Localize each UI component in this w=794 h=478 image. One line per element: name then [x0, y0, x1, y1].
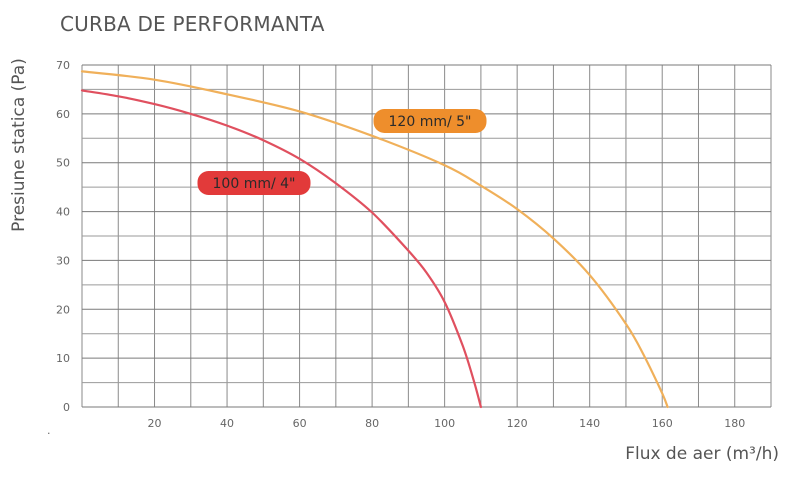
series-label-text: 100 mm/ 4"	[213, 176, 296, 192]
y-tick-label: 0	[63, 401, 70, 414]
y-tick-label: 20	[56, 303, 70, 316]
x-tick-label: 140	[579, 417, 600, 430]
y-axis-label: Presiune statica (Pa)	[9, 58, 29, 232]
y-tick-label: 60	[56, 108, 70, 121]
series-labels: 100 mm/ 4" 120 mm/ 5"	[197, 109, 487, 195]
x-axis-label: Flux de aer (m³/h)	[625, 444, 779, 464]
x-tick-label: 160	[652, 417, 673, 430]
chart-title: CURBA DE PERFORMANTA	[60, 12, 325, 36]
series-line-0	[80, 89, 482, 409]
series-label-text: 120 mm/ 5"	[389, 114, 472, 130]
x-tick-label: 40	[220, 417, 234, 430]
y-tick-label: 70	[56, 59, 70, 72]
grid-lines	[81, 64, 772, 408]
x-tick-label: 180	[724, 417, 745, 430]
y-tick-label: 50	[56, 157, 70, 170]
x-tick-label: 100	[434, 417, 455, 430]
series-label-badge	[373, 109, 487, 133]
y-tick-label: 30	[56, 254, 70, 267]
x-tick-label: 60	[293, 417, 307, 430]
x-tick-label: 120	[507, 417, 528, 430]
x-tick-label: 80	[365, 417, 379, 430]
series-line-1	[80, 70, 669, 409]
footnote-dot: .	[47, 424, 51, 437]
y-tick-label: 40	[56, 206, 70, 219]
tick-labels: 20 40 60 80 100 120 140 160 180 0 10 20 30 40 50 60 70	[56, 59, 745, 430]
series-label-badge	[197, 171, 311, 195]
x-tick-label: 20	[148, 417, 162, 430]
series-lines	[80, 70, 669, 409]
y-tick-label: 10	[56, 352, 70, 365]
